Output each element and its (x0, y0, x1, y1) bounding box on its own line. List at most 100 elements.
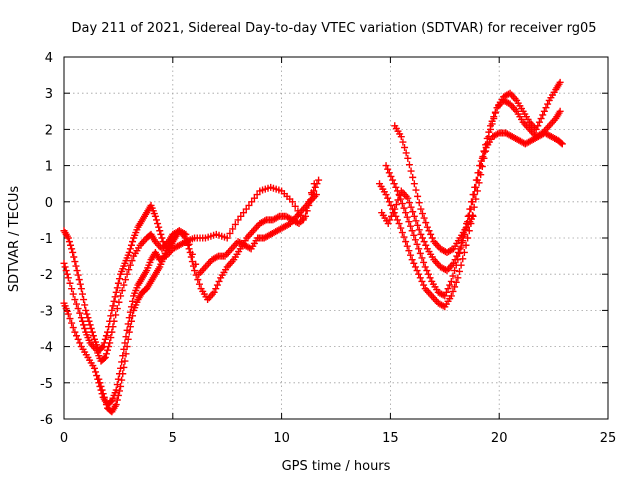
data-point (469, 191, 477, 199)
data-point (274, 213, 282, 221)
data-point (77, 314, 85, 322)
data-point (410, 259, 418, 267)
data-point (121, 357, 129, 365)
data-point (413, 267, 421, 275)
data-point (185, 240, 193, 248)
data-point (76, 309, 84, 317)
data-point (80, 321, 88, 329)
data-point (412, 217, 420, 225)
data-point (490, 113, 498, 121)
y-tick-label: -3 (40, 304, 53, 319)
data-point (556, 78, 564, 86)
data-point (234, 216, 242, 224)
data-point (293, 219, 301, 227)
data-point (73, 267, 81, 275)
data-point (403, 213, 411, 221)
data-point (64, 274, 72, 282)
data-point (494, 130, 502, 138)
data-point (387, 172, 395, 180)
data-point (110, 297, 118, 305)
data-point (112, 288, 120, 296)
axis-ticks (63, 56, 609, 420)
x-tick-labels: 0 5 10 15 20 25 (60, 431, 616, 446)
data-point (405, 247, 413, 255)
data-point (159, 238, 167, 246)
data-point (127, 303, 135, 311)
data-point (114, 375, 122, 383)
data-point (397, 133, 405, 141)
data-point (152, 216, 160, 224)
data-point (299, 216, 307, 224)
data-point (402, 209, 410, 217)
data-point (451, 283, 459, 291)
data-point (99, 390, 107, 398)
data-point (95, 375, 103, 383)
data-point (422, 219, 430, 227)
data-point (226, 229, 234, 237)
data-point (389, 209, 397, 217)
data-point (188, 250, 196, 258)
data-point (155, 223, 163, 231)
data-point (69, 324, 77, 332)
data-point (195, 280, 203, 288)
data-point (113, 284, 121, 292)
data-point (395, 220, 403, 228)
data-point (408, 227, 416, 235)
data-point (471, 183, 479, 191)
data-point (417, 205, 425, 213)
data-point (473, 187, 481, 195)
data-point (123, 343, 131, 351)
x-tick-label: 25 (600, 431, 617, 446)
data-point (180, 239, 188, 247)
data-point (397, 224, 405, 232)
data-point (192, 260, 200, 268)
data-point (467, 198, 475, 206)
data-point (242, 205, 250, 213)
data-point (231, 220, 239, 228)
data-point (72, 262, 80, 270)
data-point (127, 241, 135, 249)
data-point (382, 191, 390, 199)
data-point (102, 332, 110, 340)
data-point (248, 198, 256, 206)
data-point (96, 379, 104, 387)
data-point (64, 234, 72, 242)
data-point (420, 258, 428, 266)
x-axis-label: GPS time / hours (282, 459, 391, 474)
data-point (448, 246, 456, 254)
data-point (73, 300, 81, 308)
data-point (102, 401, 110, 409)
data-point (407, 222, 415, 230)
data-point (261, 217, 269, 225)
data-point (402, 149, 410, 157)
data-point (416, 274, 424, 282)
data-point (182, 230, 190, 238)
data-point (291, 202, 299, 210)
data-point (69, 290, 77, 298)
data-point (93, 372, 101, 380)
data-point (453, 252, 461, 260)
data-point (532, 125, 540, 133)
data-point (418, 234, 426, 242)
data-point (112, 401, 120, 409)
data-point (391, 205, 399, 213)
data-point (403, 242, 411, 250)
data-point (118, 376, 126, 384)
data-point (100, 393, 108, 401)
data-point (454, 248, 462, 256)
data-point (451, 256, 459, 264)
data-point (64, 310, 72, 318)
y-tick-label: -5 (40, 377, 53, 392)
data-point (392, 201, 400, 209)
data-point (400, 233, 408, 241)
data-point (92, 368, 100, 376)
data-point (444, 285, 452, 293)
data-point (486, 122, 494, 130)
data-point (312, 191, 320, 199)
data-point (447, 277, 455, 285)
data-point (398, 200, 406, 208)
data-point (129, 238, 137, 246)
data-point (121, 276, 129, 284)
data-point (447, 292, 455, 300)
data-point (424, 270, 432, 278)
